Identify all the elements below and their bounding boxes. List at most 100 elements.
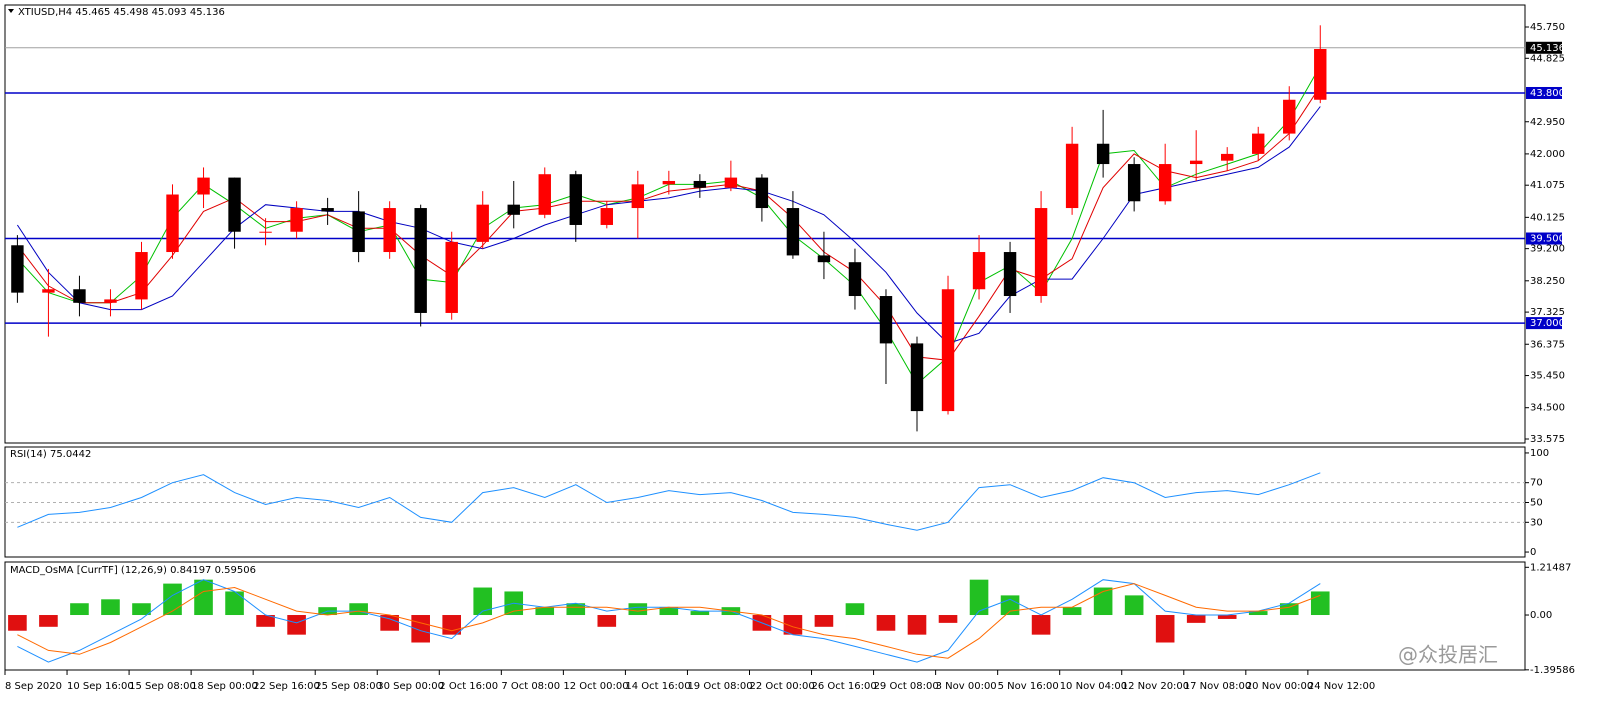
histogram-bar bbox=[1217, 615, 1237, 619]
watermark: @众投居汇 bbox=[1398, 643, 1498, 667]
candle-body bbox=[941, 289, 955, 412]
histogram-bar bbox=[1155, 615, 1175, 643]
histogram-bar bbox=[8, 615, 27, 631]
y-tick-label: 45.750 bbox=[1530, 22, 1565, 33]
candle-body bbox=[166, 194, 179, 253]
candle-body bbox=[259, 231, 272, 233]
x-tick-label: 7 Oct 08:00 bbox=[501, 681, 560, 692]
x-tick-label: 10 Sep 16:00 bbox=[67, 681, 134, 692]
y-tick-label: -1.39586 bbox=[1530, 665, 1575, 676]
candle-body bbox=[1189, 160, 1203, 165]
y-tick-label: 39.200 bbox=[1530, 244, 1565, 255]
candle-body bbox=[1003, 252, 1017, 297]
histogram-bar bbox=[1279, 603, 1299, 616]
histogram-bar bbox=[39, 615, 58, 627]
candle-body bbox=[135, 252, 148, 300]
y-tick-label: 42.000 bbox=[1530, 149, 1565, 160]
x-tick-label: 19 Oct 08:00 bbox=[687, 681, 752, 692]
x-tick-label: 26 Oct 16:00 bbox=[812, 681, 877, 692]
candle-body bbox=[1314, 48, 1327, 100]
histogram-bar bbox=[566, 603, 586, 616]
indicator-line bbox=[17, 472, 1321, 531]
candle-body bbox=[104, 299, 117, 303]
histogram-bar bbox=[690, 611, 710, 616]
histogram-bar bbox=[101, 599, 120, 616]
menu-arrow bbox=[8, 9, 14, 13]
candle-body bbox=[352, 211, 365, 253]
y-tick-label: 34.500 bbox=[1530, 403, 1565, 414]
candle-body bbox=[1034, 208, 1048, 297]
histogram-bar bbox=[380, 615, 399, 631]
y-tick-label: 70 bbox=[1530, 478, 1543, 489]
candle-body bbox=[290, 208, 303, 232]
histogram-bar bbox=[256, 615, 275, 627]
histogram-bar bbox=[1000, 595, 1020, 616]
candle-body bbox=[321, 208, 334, 212]
x-tick-label: 30 Sep 00:00 bbox=[377, 681, 444, 692]
y-tick-label: 0 bbox=[1530, 547, 1536, 558]
x-tick-label: 12 Oct 00:00 bbox=[563, 681, 628, 692]
candle-body bbox=[786, 208, 800, 256]
x-tick-label: 5 Nov 16:00 bbox=[998, 681, 1059, 692]
x-tick-label: 2 Oct 16:00 bbox=[439, 681, 498, 692]
histogram-bar bbox=[1124, 595, 1144, 616]
y-tick-label: 36.375 bbox=[1530, 339, 1565, 350]
y-tick-label: 44.825 bbox=[1530, 53, 1565, 64]
level-label: 43.800 bbox=[1530, 88, 1565, 99]
candle-body bbox=[445, 241, 458, 313]
candle-body bbox=[1096, 143, 1110, 165]
x-tick-label: 14 Oct 16:00 bbox=[625, 681, 690, 692]
histogram-bar bbox=[70, 603, 89, 616]
y-tick-label: 30 bbox=[1530, 517, 1543, 528]
histogram-bar bbox=[287, 615, 306, 635]
candle-body bbox=[755, 177, 769, 209]
y-tick-label: 37.325 bbox=[1530, 307, 1565, 318]
price-label: 45.136 bbox=[1530, 43, 1565, 54]
candle-body bbox=[848, 262, 862, 297]
candle-body bbox=[11, 245, 24, 293]
candle-body bbox=[724, 177, 738, 188]
candle-body bbox=[972, 252, 986, 290]
x-tick-label: 24 Nov 12:00 bbox=[1308, 681, 1375, 692]
price-label-bg bbox=[1526, 41, 1562, 54]
candle-body bbox=[73, 289, 86, 303]
histogram-bar bbox=[597, 615, 617, 627]
rsi-title: RSI(14) 75.0442 bbox=[10, 449, 91, 460]
level-label: 39.500 bbox=[1530, 234, 1565, 245]
histogram-bar bbox=[473, 587, 493, 616]
candle-body bbox=[1158, 164, 1172, 202]
candle-body bbox=[1065, 143, 1079, 209]
histogram-bar bbox=[163, 583, 182, 616]
y-tick-label: 42.950 bbox=[1530, 117, 1565, 128]
histogram-bar bbox=[876, 615, 896, 631]
histogram-bar bbox=[442, 615, 461, 635]
histogram-bar bbox=[1062, 607, 1082, 616]
histogram-bar bbox=[1310, 591, 1330, 616]
histogram-bar bbox=[969, 579, 989, 616]
histogram-bar bbox=[1248, 611, 1268, 616]
histogram-bar bbox=[225, 591, 244, 616]
candle-body bbox=[507, 204, 520, 215]
histogram-bar bbox=[814, 615, 834, 627]
x-tick-label: 22 Sep 16:00 bbox=[253, 681, 320, 692]
candle-body bbox=[197, 177, 210, 195]
candle-body bbox=[383, 208, 396, 253]
x-tick-label: 20 Nov 00:00 bbox=[1246, 681, 1313, 692]
candle-body bbox=[476, 204, 489, 242]
histogram-bar bbox=[659, 607, 679, 616]
histogram-bar bbox=[628, 603, 648, 616]
y-tick-label: 41.075 bbox=[1530, 180, 1565, 191]
y-tick-label: 33.575 bbox=[1530, 434, 1565, 445]
x-tick-label: 15 Sep 08:00 bbox=[129, 681, 196, 692]
y-tick-label: 1.21487 bbox=[1530, 562, 1571, 573]
level-label: 37.000 bbox=[1530, 318, 1565, 329]
histogram-bar bbox=[783, 615, 803, 635]
y-tick-label: 50 bbox=[1530, 497, 1543, 508]
y-tick-label: 38.250 bbox=[1530, 276, 1565, 287]
level-label-bg bbox=[1526, 232, 1562, 245]
x-tick-label: 8 Sep 2020 bbox=[5, 681, 62, 692]
candle-body bbox=[569, 174, 582, 225]
candle-body bbox=[600, 208, 613, 225]
histogram-bar bbox=[535, 607, 555, 616]
